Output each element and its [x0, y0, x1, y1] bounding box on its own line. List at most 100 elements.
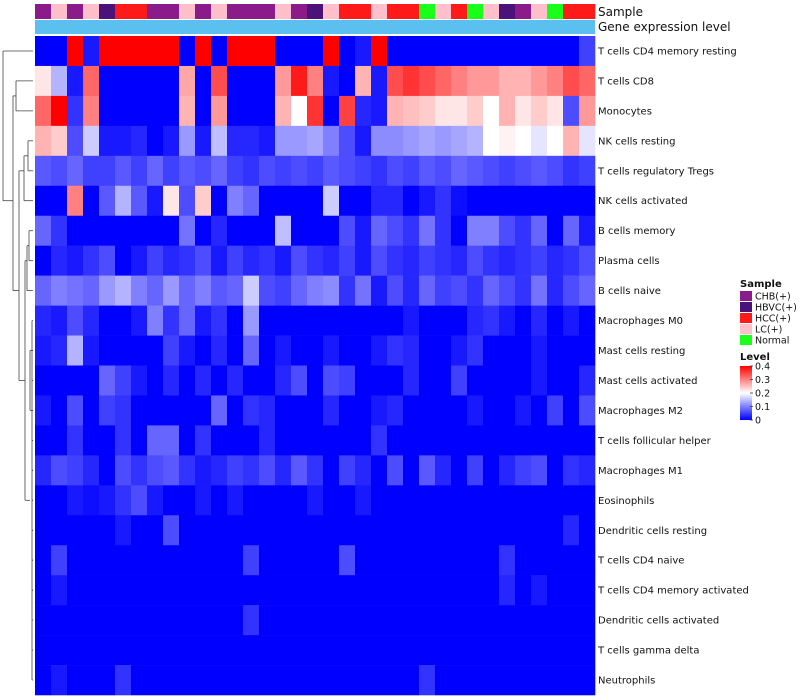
- heatmap-cell: [579, 635, 596, 666]
- heatmap-cell: [131, 95, 148, 127]
- heatmap-cell: [355, 515, 372, 546]
- heatmap-cell: [403, 605, 420, 636]
- heatmap-cell: [499, 335, 516, 366]
- heatmap-cell: [403, 485, 420, 516]
- heatmap-cell: [579, 245, 596, 276]
- heatmap-cell: [35, 485, 52, 516]
- heatmap-cell: [451, 275, 468, 306]
- heatmap-cell: [115, 665, 132, 696]
- heatmap-cell: [67, 515, 84, 546]
- heatmap-cell: [211, 515, 228, 546]
- heatmap-cell: [227, 635, 244, 666]
- heatmap-cell: [195, 575, 212, 606]
- heatmap-cell: [307, 215, 324, 246]
- heatmap-cell: [259, 545, 276, 576]
- heatmap-cell: [275, 605, 292, 636]
- heatmap-cell: [419, 515, 436, 546]
- heatmap-cell: [467, 215, 484, 246]
- row-label: NK cells resting: [598, 136, 675, 147]
- heatmap-cell: [323, 605, 340, 636]
- heatmap-cell: [291, 665, 308, 696]
- heatmap-cell: [131, 275, 148, 306]
- gene-expression-annotation-bar: [35, 20, 595, 34]
- sample-annotation-cell: [147, 4, 164, 19]
- heatmap-cell: [35, 455, 52, 486]
- heatmap-cell: [531, 65, 548, 97]
- heatmap-cell: [355, 125, 372, 157]
- heatmap-cell: [211, 365, 228, 396]
- heatmap-cell: [515, 125, 532, 157]
- legend-level-gradient: [740, 366, 752, 420]
- heatmap-cell: [387, 605, 404, 636]
- heatmap-cell: [355, 365, 372, 396]
- heatmap-cell: [435, 635, 452, 666]
- heatmap-cell: [51, 575, 68, 606]
- heatmap-cell: [243, 455, 260, 486]
- heatmap-cell: [483, 275, 500, 306]
- heatmap-cell: [371, 485, 388, 516]
- heatmap-cell: [307, 665, 324, 696]
- heatmap-cell: [563, 575, 580, 606]
- heatmap-cell: [323, 425, 340, 456]
- heatmap-cell: [243, 365, 260, 396]
- heatmap-cell: [35, 605, 52, 636]
- heatmap-cell: [531, 605, 548, 636]
- heatmap-cell: [451, 395, 468, 426]
- heatmap-cell: [419, 635, 436, 666]
- heatmap-cell: [307, 275, 324, 306]
- heatmap-cell: [531, 245, 548, 276]
- heatmap-cell: [531, 125, 548, 157]
- heatmap-cell: [387, 36, 404, 67]
- heatmap-cell: [115, 515, 132, 546]
- heatmap-cell: [547, 185, 564, 217]
- row-label: T cells CD4 naive: [597, 556, 684, 567]
- heatmap-cell: [419, 65, 436, 97]
- heatmap-cell: [547, 635, 564, 666]
- row-label: B cells memory: [598, 226, 675, 237]
- heatmap-cell: [579, 395, 596, 426]
- heatmap-cell: [451, 575, 468, 606]
- heatmap-cell: [131, 36, 148, 67]
- heatmap-cell: [547, 515, 564, 546]
- heatmap-cell: [115, 485, 132, 516]
- heatmap-cell: [515, 635, 532, 666]
- heatmap-cell: [211, 425, 228, 456]
- row-label: Mast cells activated: [598, 376, 697, 387]
- legend-sample-swatch: [740, 335, 752, 345]
- heatmap-cell: [371, 425, 388, 456]
- heatmap-cell: [499, 515, 516, 546]
- heatmap-cell: [211, 275, 228, 306]
- heatmap-cell: [131, 575, 148, 606]
- heatmap-cell: [291, 365, 308, 396]
- heatmap-cell: [147, 605, 164, 636]
- heatmap-cell: [563, 215, 580, 246]
- heatmap-cell: [291, 305, 308, 336]
- heatmap-cell: [115, 215, 132, 246]
- heatmap-cell: [195, 155, 212, 187]
- heatmap-cell: [99, 155, 116, 187]
- heatmap-cell: [275, 635, 292, 666]
- heatmap-cell: [51, 455, 68, 486]
- heatmap-cell: [515, 245, 532, 276]
- heatmap-cell: [467, 305, 484, 336]
- heatmap-cell: [339, 515, 356, 546]
- heatmap-cell: [35, 275, 52, 306]
- heatmap-cell: [67, 395, 84, 426]
- heatmap-cell: [291, 215, 308, 246]
- heatmap-cell: [483, 305, 500, 336]
- heatmap-cell: [275, 95, 292, 127]
- heatmap-cell: [515, 455, 532, 486]
- heatmap-cell: [483, 185, 500, 217]
- heatmap-cell: [563, 65, 580, 97]
- heatmap-cell: [227, 36, 244, 67]
- row-label: Macrophages M2: [598, 406, 683, 417]
- heatmap-cell: [179, 275, 196, 306]
- heatmap-cell: [259, 275, 276, 306]
- heatmap-cell: [483, 335, 500, 366]
- heatmap-cell: [483, 155, 500, 187]
- heatmap-cell: [499, 425, 516, 456]
- heatmap-cell: [259, 395, 276, 426]
- heatmap-cell: [323, 665, 340, 696]
- heatmap-cell: [563, 665, 580, 696]
- heatmap-cell: [403, 395, 420, 426]
